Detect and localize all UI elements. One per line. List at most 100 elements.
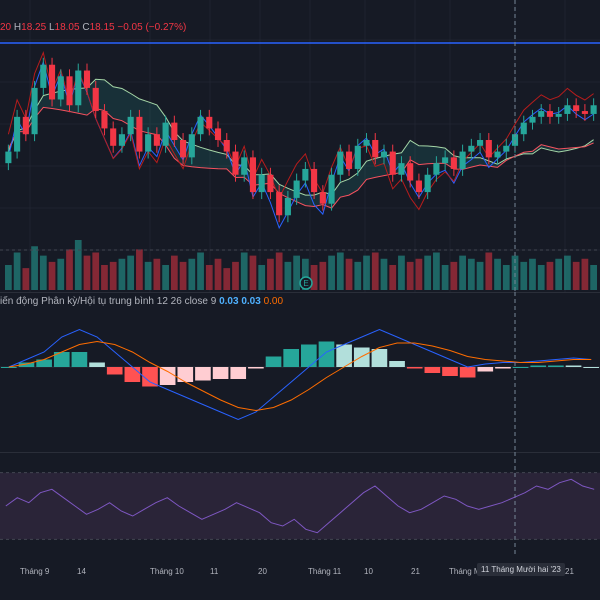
macd-histogram-bar: [53, 352, 70, 367]
macd-histogram-bar: [142, 367, 158, 387]
volume-bar: [581, 258, 589, 290]
price-chart-pane[interactable]: E: [0, 0, 600, 292]
volume-bar: [415, 258, 423, 290]
high-key: H: [13, 22, 22, 33]
time-tick: Tháng M: [449, 567, 481, 576]
pane-separator[interactable]: [0, 452, 600, 453]
candle-body: [398, 163, 405, 175]
rsi-chart[interactable]: [0, 452, 600, 556]
volume-bar: [564, 255, 571, 290]
candle-body: [302, 168, 309, 181]
candle-body: [153, 134, 160, 146]
volume-bar: [39, 255, 47, 290]
candle-body: [48, 64, 56, 100]
pane-separator[interactable]: [0, 292, 600, 293]
candle-body: [459, 151, 466, 169]
volume-bar: [371, 252, 379, 290]
candle-body: [494, 151, 501, 158]
candle-body: [31, 87, 38, 135]
candle-body: [40, 64, 47, 88]
volume-bar: [511, 255, 519, 290]
volume-bar: [162, 265, 169, 290]
volume-bar: [345, 258, 353, 290]
volume-bar: [13, 252, 21, 290]
candle-body: [180, 140, 187, 158]
candle-body: [5, 151, 12, 164]
candle-body: [573, 105, 580, 112]
candle-body: [319, 192, 326, 204]
candle-body: [66, 76, 73, 106]
leading-span-a: [7, 78, 594, 196]
volume-bar: [459, 255, 466, 290]
macd-histogram-bar: [124, 367, 141, 382]
candle-body: [293, 180, 300, 198]
signal-value: 0.03: [241, 296, 261, 307]
time-tick: 10: [364, 567, 373, 576]
volume-bar: [109, 261, 117, 290]
rsi-line: [5, 478, 595, 534]
macd-histogram-bar: [424, 367, 441, 373]
volume-bar: [5, 265, 12, 290]
open-value: 20: [0, 22, 12, 33]
event-marker-icon: [299, 276, 313, 290]
candle-body: [75, 70, 82, 106]
macd-histogram-bar: [71, 352, 88, 367]
candle-body: [214, 128, 222, 140]
base-line: [7, 50, 594, 211]
volume-bar: [144, 261, 152, 290]
macd-histogram-bar: [565, 365, 582, 367]
time-tick: Tháng 10: [150, 567, 184, 576]
candle-body: [162, 122, 169, 146]
candle-body: [407, 163, 414, 181]
candle-body: [415, 180, 422, 193]
macd-histogram-bar: [336, 344, 352, 367]
candle-body: [57, 76, 64, 100]
candle-body: [127, 116, 134, 135]
macd-histogram-bar: [442, 367, 458, 376]
candle-body: [354, 145, 361, 169]
volume-bar: [205, 265, 213, 290]
macd-histogram-bar: [530, 365, 547, 367]
candle-body: [22, 116, 29, 135]
volume-bar: [485, 252, 493, 290]
volume-bar: [249, 255, 257, 290]
time-tick: Tháng 9: [20, 567, 50, 576]
histogram-value: 0.00: [263, 296, 284, 307]
candle-body: [101, 111, 108, 129]
high-value: 18.25: [21, 22, 47, 33]
macd-histogram-bar: [353, 347, 370, 367]
volume-bar: [546, 261, 554, 290]
candle-body: [564, 105, 571, 114]
candle-body: [83, 70, 91, 88]
signal-line: [8, 340, 592, 412]
candle-body: [328, 174, 335, 204]
macd-histogram-bar: [477, 367, 494, 372]
macd-histogram-bar: [1, 367, 17, 368]
price-chart[interactable]: E: [0, 0, 600, 292]
volume-bar: [275, 252, 283, 290]
ichimoku-cloud: [8, 79, 594, 209]
macd-histogram-bar: [283, 349, 299, 367]
low-key: L: [48, 22, 55, 33]
ohlc-legend: 20 H18.25 L18.05 C18.15 −0.05 (−0.27%): [0, 22, 186, 33]
candle-body: [92, 87, 99, 112]
candle-body: [538, 111, 545, 117]
candle-body: [258, 174, 265, 193]
macd-chart[interactable]: [0, 292, 600, 452]
volume-bar: [101, 265, 108, 290]
macd-pane[interactable]: [0, 292, 600, 452]
candle-body: [372, 140, 379, 158]
volume-bar: [232, 261, 239, 290]
candle-body: [380, 151, 388, 158]
rsi-pane[interactable]: [0, 452, 600, 556]
macd-value: 0.03: [219, 296, 239, 307]
macd-histogram-bar: [248, 367, 264, 369]
macd-legend: iến động Phân kỳ/Hội tụ trung bình 12 26…: [0, 296, 283, 307]
macd-histogram-bar: [459, 367, 476, 378]
macd-histogram-bar: [495, 367, 511, 369]
rsi-band: [0, 472, 600, 540]
time-tick: 20: [258, 567, 267, 576]
volume-bar: [22, 268, 30, 290]
macd-histogram-bar: [230, 367, 247, 379]
candle-body: [110, 128, 117, 146]
